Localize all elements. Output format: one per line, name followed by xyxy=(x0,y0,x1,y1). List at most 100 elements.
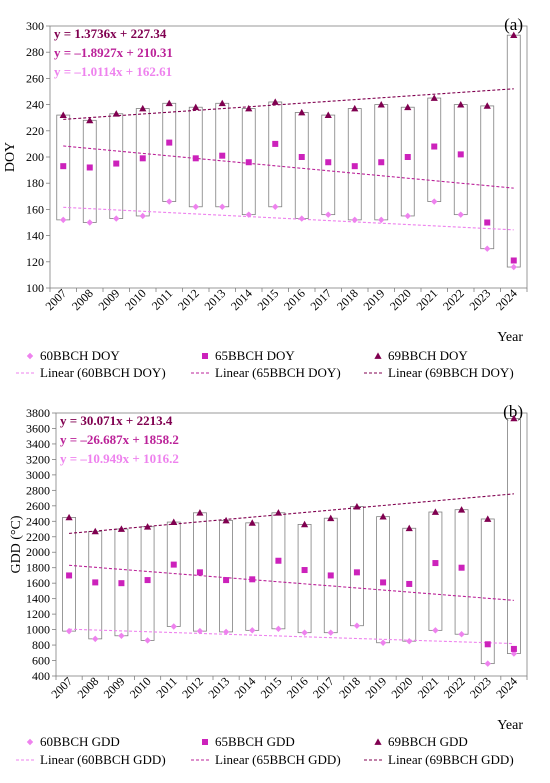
x-axis-title: Year xyxy=(497,330,523,345)
x-tick-label: 2023 xyxy=(467,674,494,701)
range-box xyxy=(400,106,415,217)
x-tick-label: 2013 xyxy=(205,674,232,701)
y-tick-label: 2600 xyxy=(26,499,50,513)
data-point xyxy=(406,580,413,587)
range-box xyxy=(453,104,468,216)
x-tick-label: 2009 xyxy=(101,674,128,701)
y-tick-label: 180 xyxy=(26,176,44,190)
x-tick-label: 2022 xyxy=(441,674,468,701)
data-point xyxy=(272,203,279,210)
x-axis-title: Year xyxy=(497,718,523,733)
y-tick-label: 600 xyxy=(32,654,50,668)
data-point xyxy=(118,580,125,587)
data-point xyxy=(327,629,334,636)
legend-label: Linear (65BBCH GDD) xyxy=(215,752,341,767)
x-tick-label: 2018 xyxy=(336,674,363,701)
range-box xyxy=(166,521,181,627)
data-point xyxy=(457,211,464,218)
x-tick-label: 2020 xyxy=(387,286,414,313)
data-point xyxy=(274,509,283,516)
data-point xyxy=(271,98,279,105)
data-point xyxy=(510,645,517,652)
data-point xyxy=(219,152,226,159)
x-tick-label: 2012 xyxy=(175,286,202,313)
range-box xyxy=(350,506,364,627)
y-tick-label: 100 xyxy=(26,281,44,295)
y-axis-title: DOY xyxy=(3,142,18,172)
data-point xyxy=(380,579,387,586)
data-point xyxy=(430,94,438,101)
x-tick-label: 2014 xyxy=(232,674,259,701)
range-box xyxy=(271,512,286,630)
x-tick-label: 2007 xyxy=(43,286,70,313)
data-point xyxy=(139,212,146,220)
range-box xyxy=(297,523,312,634)
y-tick-label: 1600 xyxy=(26,576,50,590)
data-point xyxy=(431,508,440,515)
data-point xyxy=(118,632,125,639)
y-tick-label: 2200 xyxy=(26,530,50,544)
range-box xyxy=(480,105,495,250)
x-tick-label: 2010 xyxy=(127,674,154,701)
data-point xyxy=(510,650,518,657)
data-point xyxy=(406,637,413,645)
data-point xyxy=(248,519,256,526)
data-point xyxy=(249,576,256,583)
y-tick-label: 400 xyxy=(32,669,50,683)
data-point xyxy=(300,520,309,528)
trendline xyxy=(63,88,514,120)
y-tick-label: 300 xyxy=(26,19,44,33)
trendline-equation: y = –1.0114x + 162.61 xyxy=(54,64,172,79)
trendline-equation: y = –1.8927x + 210.31 xyxy=(54,45,173,60)
x-tick-label: 2018 xyxy=(334,286,361,313)
x-tick-label: 2017 xyxy=(308,286,335,313)
range-box xyxy=(268,101,283,208)
x-tick-label: 2010 xyxy=(122,286,149,313)
x-tick-label: 2011 xyxy=(149,286,176,313)
data-point xyxy=(86,219,93,226)
range-box xyxy=(454,509,469,635)
y-tick-label: 1200 xyxy=(26,607,50,621)
data-point xyxy=(91,527,99,535)
data-point xyxy=(170,518,178,525)
range-box xyxy=(82,119,97,223)
data-point xyxy=(458,564,465,571)
y-tick-label: 200 xyxy=(26,150,44,164)
x-tick-label: 2015 xyxy=(255,286,282,313)
trendline-equation: y = –10.949x + 1016.2 xyxy=(60,451,179,466)
data-point xyxy=(218,99,226,107)
data-point xyxy=(166,139,173,146)
data-point xyxy=(353,502,361,510)
x-tick-label: 2020 xyxy=(389,674,416,701)
data-point xyxy=(143,523,152,530)
trendline xyxy=(63,145,514,189)
x-tick-label: 2019 xyxy=(361,286,388,313)
data-point xyxy=(192,203,199,210)
data-point xyxy=(458,631,465,638)
range-box xyxy=(427,97,442,202)
data-point xyxy=(86,164,93,171)
legend-label: Linear (65BBCH DOY) xyxy=(215,365,341,380)
data-point xyxy=(405,524,413,532)
data-point xyxy=(249,627,256,634)
data-point xyxy=(353,569,360,576)
data-point xyxy=(192,155,199,162)
data-point xyxy=(298,108,306,116)
data-point xyxy=(351,216,358,224)
data-point xyxy=(222,628,230,636)
x-tick-label: 2015 xyxy=(258,674,285,701)
x-tick-label: 2011 xyxy=(153,674,180,701)
x-tick-label: 2012 xyxy=(179,674,206,701)
data-point xyxy=(484,219,491,226)
range-box xyxy=(507,418,521,654)
legend-marker xyxy=(374,352,382,359)
legend-label: 69BBCH DOY xyxy=(388,348,468,363)
data-point xyxy=(510,31,518,39)
data-point xyxy=(484,660,491,667)
x-tick-label: 2021 xyxy=(414,286,441,313)
data-point xyxy=(377,101,385,108)
data-point xyxy=(510,414,518,422)
data-point xyxy=(272,140,279,147)
data-point xyxy=(510,257,517,264)
